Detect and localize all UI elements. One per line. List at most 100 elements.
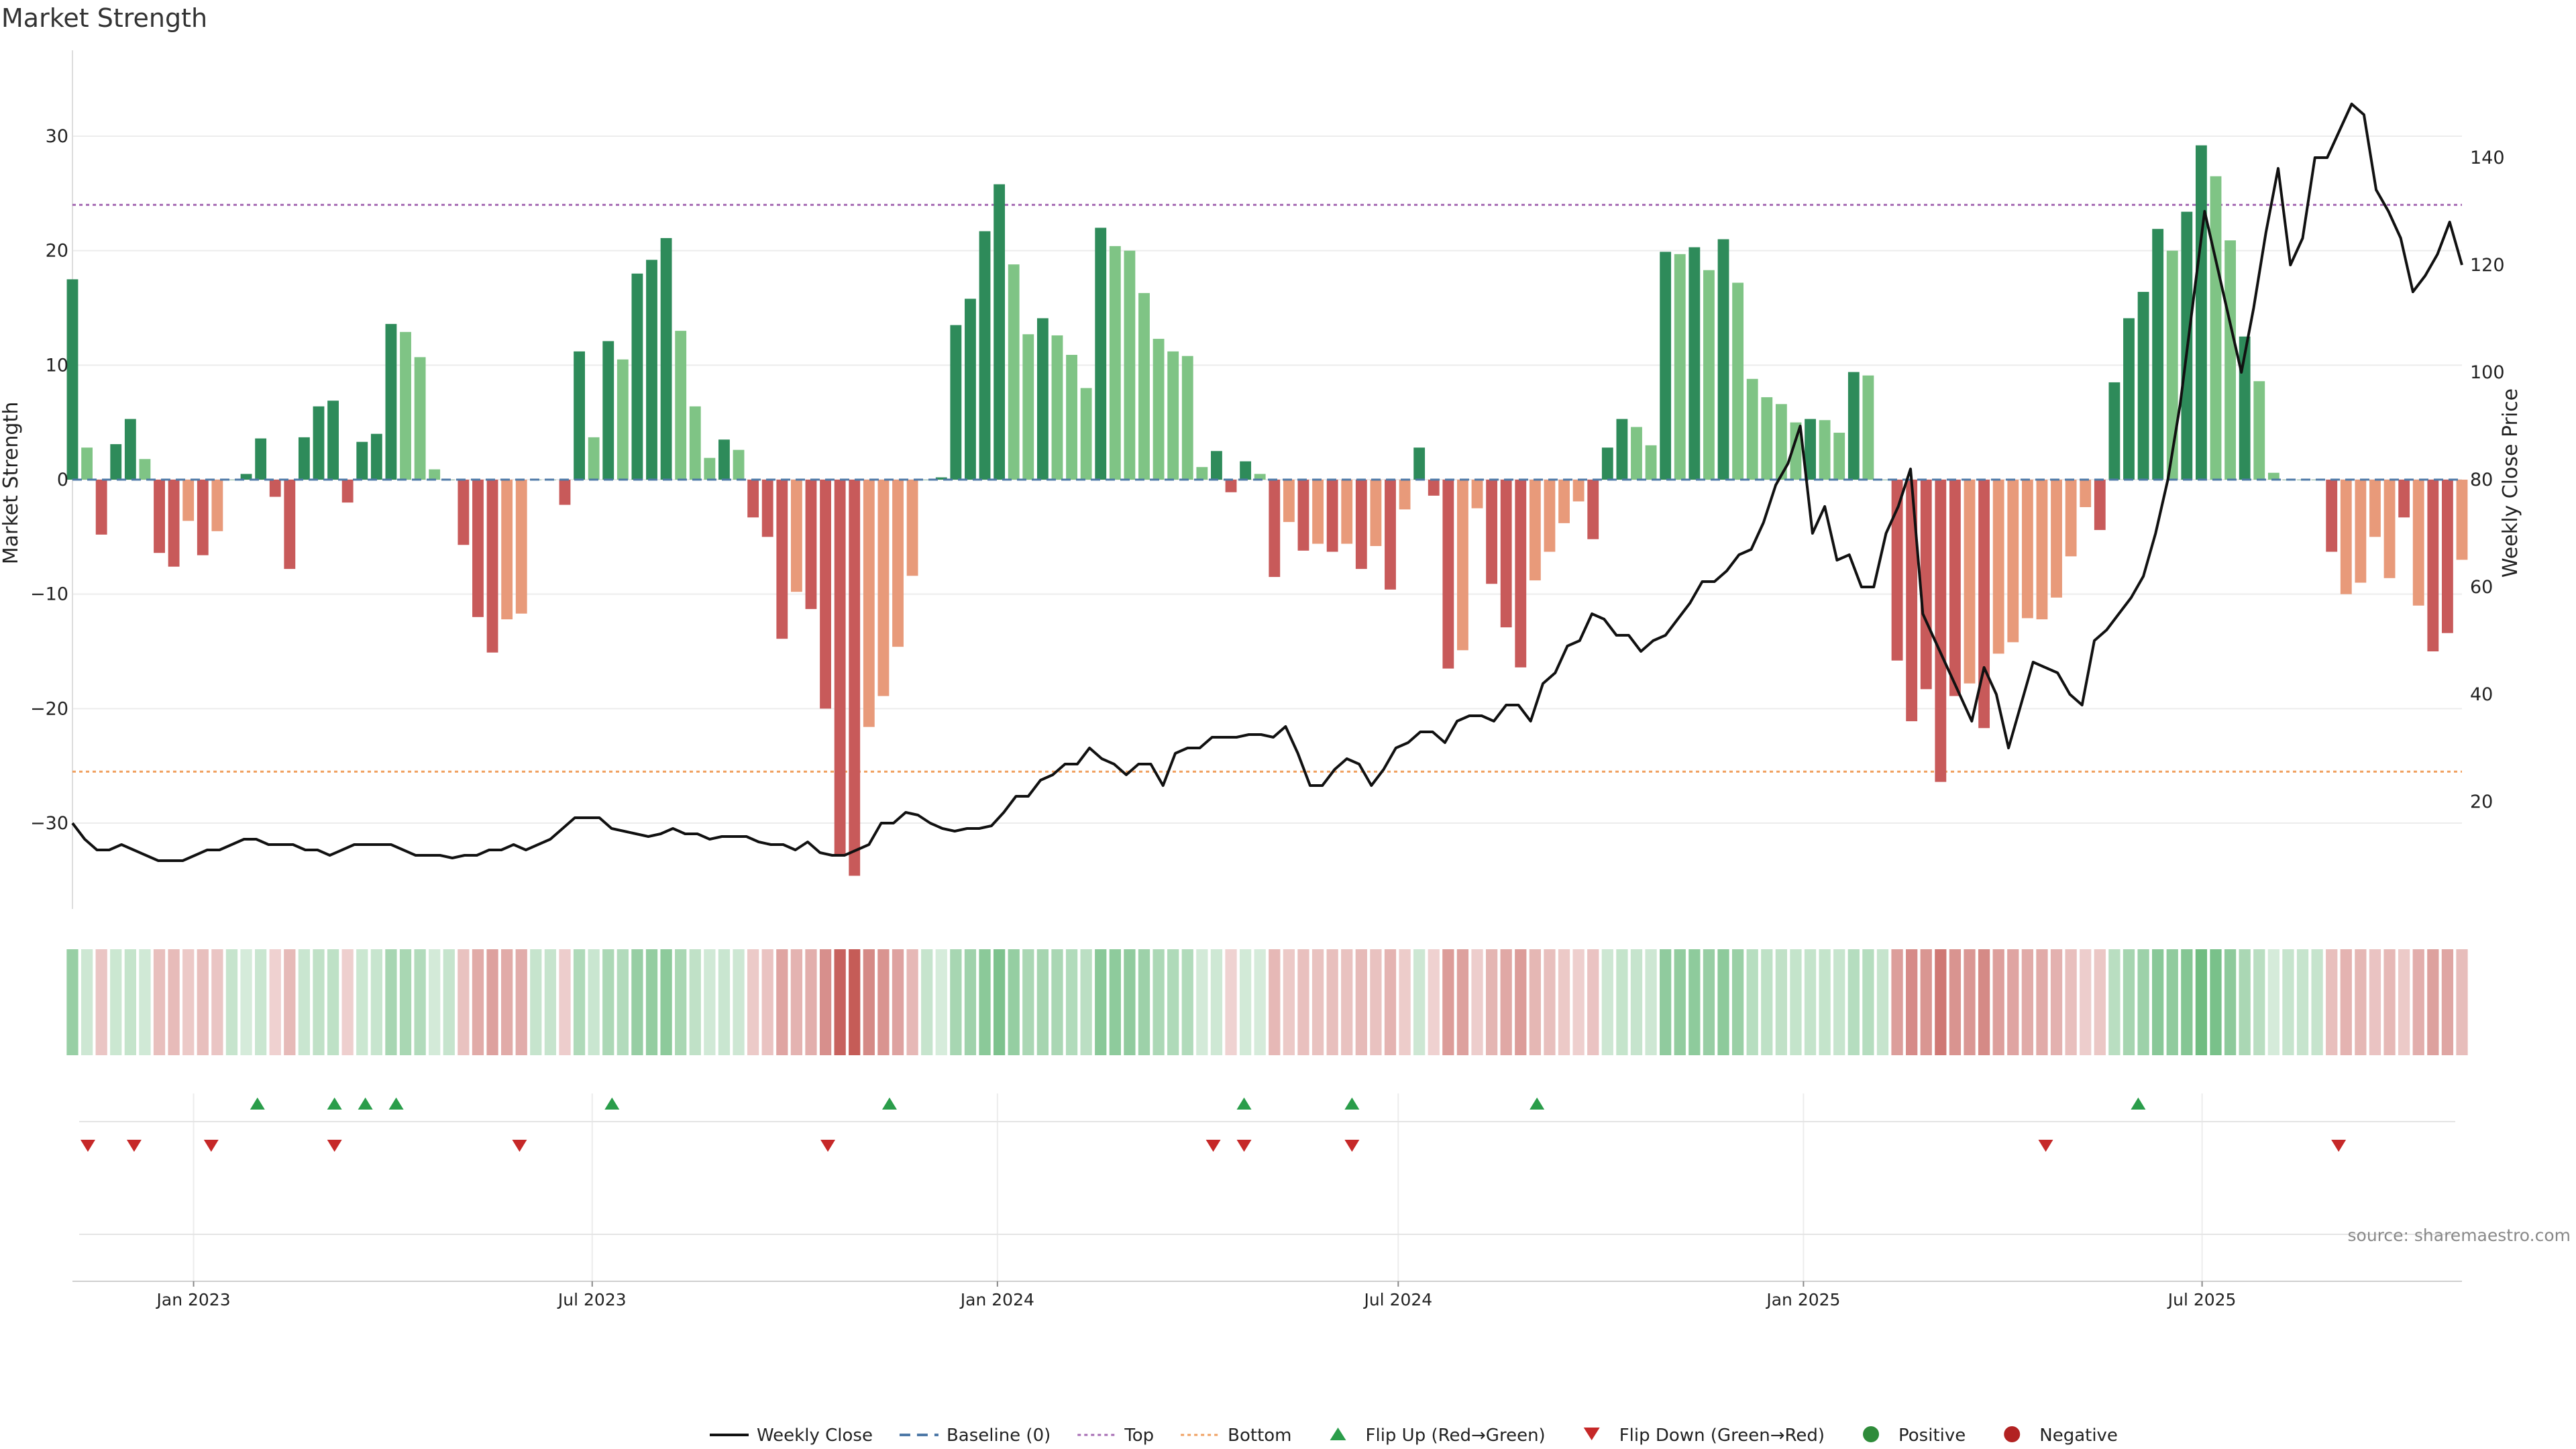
strength-bar bbox=[211, 480, 223, 531]
heat-cell bbox=[1978, 949, 1990, 1055]
heat-cell bbox=[1442, 949, 1454, 1055]
strength-bar bbox=[2080, 480, 2092, 507]
strength-bar bbox=[1152, 339, 1165, 480]
heat-cell bbox=[1254, 949, 1266, 1055]
strength-bar bbox=[2267, 472, 2279, 480]
strength-bar bbox=[1036, 318, 1049, 480]
heat-cell bbox=[327, 949, 339, 1055]
heat-cell bbox=[1225, 949, 1237, 1055]
heat-cell bbox=[1326, 949, 1338, 1055]
heat-cell bbox=[1660, 949, 1672, 1055]
strength-bar bbox=[1674, 254, 1686, 480]
x-tick-label: Jul 2025 bbox=[2167, 1290, 2237, 1309]
strength-bar bbox=[182, 480, 195, 521]
heat-cell bbox=[370, 949, 382, 1055]
heat-cell bbox=[80, 949, 93, 1055]
weekly-close-line bbox=[71, 103, 2463, 862]
left-tick-label: 20 bbox=[46, 241, 68, 262]
chart-legend: Weekly Close Baseline (0) Top Bottom Flip Up… bbox=[710, 1426, 2118, 1446]
strength-bar bbox=[139, 459, 151, 480]
heat-cell bbox=[2123, 949, 2135, 1055]
heat-cell bbox=[124, 949, 136, 1055]
heat-cell bbox=[747, 949, 759, 1055]
legend-item: Flip Down (Green→Red) bbox=[1583, 1426, 1825, 1446]
heat-cell bbox=[1616, 949, 1628, 1055]
heat-cell bbox=[1181, 949, 1193, 1055]
heat-cell bbox=[2007, 949, 2019, 1055]
flip-down-marker bbox=[820, 1140, 836, 1152]
strength-bar bbox=[1775, 404, 1787, 480]
heat-cell bbox=[631, 949, 643, 1055]
heat-cell bbox=[1645, 949, 1657, 1055]
strength-bar bbox=[1790, 422, 1802, 480]
strength-bar bbox=[1544, 480, 1556, 552]
strength-bar bbox=[2166, 250, 2178, 480]
heat-cell bbox=[877, 949, 890, 1055]
strength-bar bbox=[1558, 480, 1570, 523]
heat-cell bbox=[255, 949, 267, 1055]
heat-cell bbox=[588, 949, 600, 1055]
strength-bar bbox=[602, 341, 614, 480]
heat-cell bbox=[429, 949, 441, 1055]
heat-cell bbox=[1674, 949, 1686, 1055]
strength-bar bbox=[1413, 447, 1426, 480]
strength-bar bbox=[849, 480, 861, 876]
flip-up-marker bbox=[2131, 1097, 2146, 1110]
flip-down-marker bbox=[2038, 1140, 2053, 1152]
flip-down-marker bbox=[2331, 1140, 2347, 1152]
strength-bar bbox=[2137, 292, 2149, 480]
heat-cell bbox=[1065, 949, 1078, 1055]
heat-cell bbox=[935, 949, 947, 1055]
strength-bar bbox=[776, 480, 788, 639]
strength-bar bbox=[1341, 480, 1353, 544]
strength-bar bbox=[616, 359, 629, 480]
heat-cell bbox=[1456, 949, 1469, 1055]
flip-up-marker bbox=[388, 1097, 404, 1110]
strength-bar bbox=[747, 480, 759, 518]
strength-bar bbox=[1891, 480, 1903, 661]
heat-cell bbox=[153, 949, 166, 1055]
flip-up-marker bbox=[1529, 1097, 1545, 1110]
strength-bar bbox=[2369, 480, 2381, 537]
flip-down-marker bbox=[1344, 1140, 1360, 1152]
strength-bar bbox=[1500, 480, 1512, 628]
heat-cell bbox=[385, 949, 397, 1055]
strength-bar bbox=[2108, 382, 2121, 480]
strength-bar bbox=[2398, 480, 2410, 518]
heat-cell bbox=[2369, 949, 2381, 1055]
heat-cell bbox=[1311, 949, 1324, 1055]
strength-bar bbox=[240, 474, 252, 480]
heat-cell bbox=[341, 949, 354, 1055]
heat-cell bbox=[1717, 949, 1729, 1055]
heat-cell bbox=[1847, 949, 1860, 1055]
legend-label: Weekly Close bbox=[757, 1426, 873, 1446]
strength-bar bbox=[834, 480, 846, 855]
strength-bars bbox=[66, 145, 2468, 876]
right-tick-label: 60 bbox=[2470, 577, 2493, 598]
strength-bar bbox=[2036, 480, 2048, 620]
heat-cell bbox=[2296, 949, 2309, 1055]
heat-cell bbox=[2267, 949, 2279, 1055]
heat-cell bbox=[1196, 949, 1208, 1055]
heat-cell bbox=[1341, 949, 1353, 1055]
chart-title: Market Strength bbox=[1, 3, 207, 33]
strength-bar bbox=[1949, 480, 1961, 696]
heat-cell bbox=[182, 949, 195, 1055]
strength-bar bbox=[1095, 227, 1107, 480]
heat-cell bbox=[2210, 949, 2222, 1055]
heat-cell bbox=[950, 949, 962, 1055]
legend-label: Flip Up (Red→Green) bbox=[1366, 1426, 1546, 1446]
heat-cell bbox=[240, 949, 252, 1055]
strength-bar bbox=[1992, 480, 2004, 654]
weekly-close-path bbox=[71, 103, 2463, 862]
heat-cell bbox=[1601, 949, 1613, 1055]
heat-cell bbox=[2456, 949, 2468, 1055]
strength-bar bbox=[950, 325, 962, 480]
strength-bar bbox=[1022, 334, 1034, 480]
strength-bar bbox=[95, 480, 107, 535]
strength-bar bbox=[81, 447, 93, 480]
flip-down-marker bbox=[80, 1140, 95, 1152]
heat-cell bbox=[2094, 949, 2106, 1055]
heat-cell bbox=[616, 949, 629, 1055]
